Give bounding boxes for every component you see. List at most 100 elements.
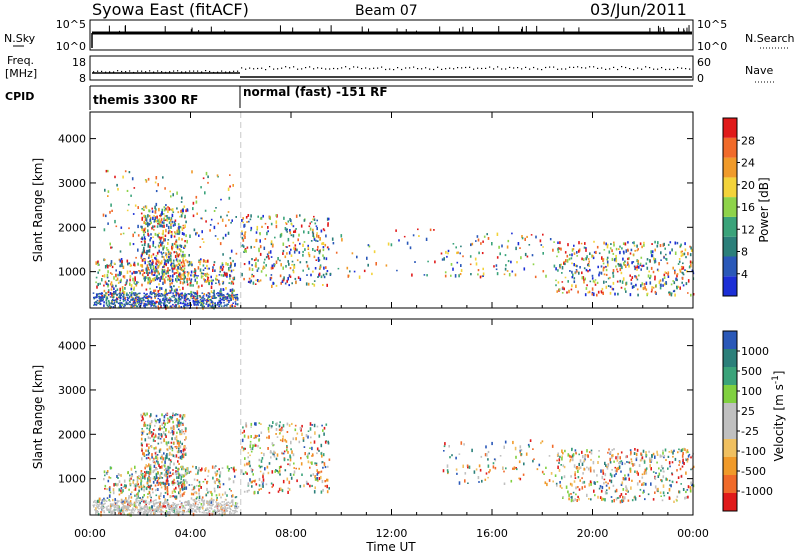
echo-cell <box>280 263 282 267</box>
echo-cell <box>299 214 301 217</box>
echo-cell <box>627 241 629 244</box>
power-ylabel: Slant Range [km] <box>31 158 45 262</box>
echo-cell <box>636 259 638 263</box>
echo-cell <box>633 265 636 268</box>
echo-cell <box>141 252 143 256</box>
echo-cell <box>276 422 278 425</box>
echo-cell <box>270 266 273 270</box>
echo-cell <box>164 433 167 436</box>
ground-scatter-cell <box>157 505 159 508</box>
echo-cell <box>632 261 635 263</box>
echo-cell <box>447 252 449 255</box>
echo-cell <box>302 438 305 442</box>
echo-cell <box>586 466 588 469</box>
echo-cell <box>212 279 214 282</box>
echo-cell <box>105 301 108 305</box>
echo-cell <box>204 478 206 481</box>
echo-cell <box>316 425 319 428</box>
ground-scatter-cell <box>193 509 196 511</box>
ground-scatter-cell <box>109 296 112 298</box>
echo-cell <box>652 270 655 274</box>
ground-scatter-cell <box>123 303 126 306</box>
echo-cell <box>212 510 214 513</box>
echo-cell <box>559 481 561 484</box>
echo-cell <box>634 495 636 498</box>
echo-cell <box>253 246 256 248</box>
ground-scatter-cell <box>94 509 96 511</box>
echo-cell <box>600 271 603 275</box>
ground-scatter-cell <box>122 298 125 300</box>
echo-cell <box>115 274 117 278</box>
echo-cell <box>260 452 263 454</box>
echo-cell <box>131 475 134 477</box>
echo-cell <box>161 454 163 457</box>
echo-cell <box>183 492 185 496</box>
ground-scatter-cell <box>143 303 146 305</box>
echo-cell <box>322 246 325 249</box>
ground-scatter-cell <box>149 303 151 305</box>
echo-cell <box>609 247 612 250</box>
echo-cell <box>317 234 320 239</box>
echo-cell <box>182 253 184 257</box>
echo-cell <box>137 248 139 252</box>
ground-scatter-cell <box>196 297 199 300</box>
echo-cell <box>159 504 161 508</box>
echo-cell <box>295 228 297 230</box>
echo-cell <box>148 478 150 482</box>
echo-cell <box>153 215 155 217</box>
echo-cell <box>161 427 163 430</box>
ground-scatter-cell <box>212 499 215 501</box>
echo-cell <box>163 426 166 429</box>
echo-cell <box>151 453 153 457</box>
echo-cell <box>564 276 567 279</box>
echo-cell <box>290 248 292 251</box>
echo-cell <box>158 218 161 221</box>
echo-cell <box>144 278 146 281</box>
echo-cell <box>289 275 292 278</box>
echo-cell <box>668 293 671 296</box>
echo-cell <box>482 267 484 271</box>
echo-cell <box>112 306 115 308</box>
echo-cell <box>294 229 297 233</box>
ground-scatter-cell <box>107 505 110 507</box>
echo-cell <box>287 237 290 242</box>
echo-cell <box>230 289 233 293</box>
echo-cell <box>160 492 162 495</box>
ground-scatter-cell <box>162 511 164 513</box>
echo-cell <box>160 476 162 479</box>
ground-scatter-cell <box>160 300 162 303</box>
echo-cell <box>196 484 198 487</box>
echo-cell <box>219 486 221 489</box>
echo-cell <box>164 457 167 461</box>
echo-cell <box>623 251 625 255</box>
echo-cell <box>292 241 295 244</box>
echo-cell <box>273 450 275 454</box>
echo-cell <box>155 473 158 477</box>
echo-cell <box>162 271 165 274</box>
ground-scatter-cell <box>184 300 187 303</box>
echo-cell <box>662 278 664 282</box>
echo-cell <box>492 462 495 465</box>
echo-cell <box>109 242 111 246</box>
echo-cell <box>151 262 154 266</box>
ground-scatter-cell <box>109 292 112 294</box>
echo-cell <box>180 414 183 417</box>
echo-cell <box>176 431 178 434</box>
echo-cell <box>149 477 152 480</box>
ground-scatter-cell <box>223 299 225 302</box>
echo-cell <box>165 293 167 296</box>
echo-cell <box>138 489 140 493</box>
echo-cell <box>161 481 163 485</box>
echo-cell <box>442 469 445 473</box>
echo-cell <box>264 222 267 225</box>
echo-cell <box>233 469 236 473</box>
echo-cell <box>179 225 182 229</box>
echo-cell <box>167 242 169 245</box>
echo-cell <box>166 215 168 218</box>
echo-cell <box>691 269 694 272</box>
ground-scatter-cell <box>187 304 190 307</box>
echo-cell <box>164 482 167 486</box>
echo-cell <box>583 279 585 281</box>
echo-cell <box>189 234 191 238</box>
